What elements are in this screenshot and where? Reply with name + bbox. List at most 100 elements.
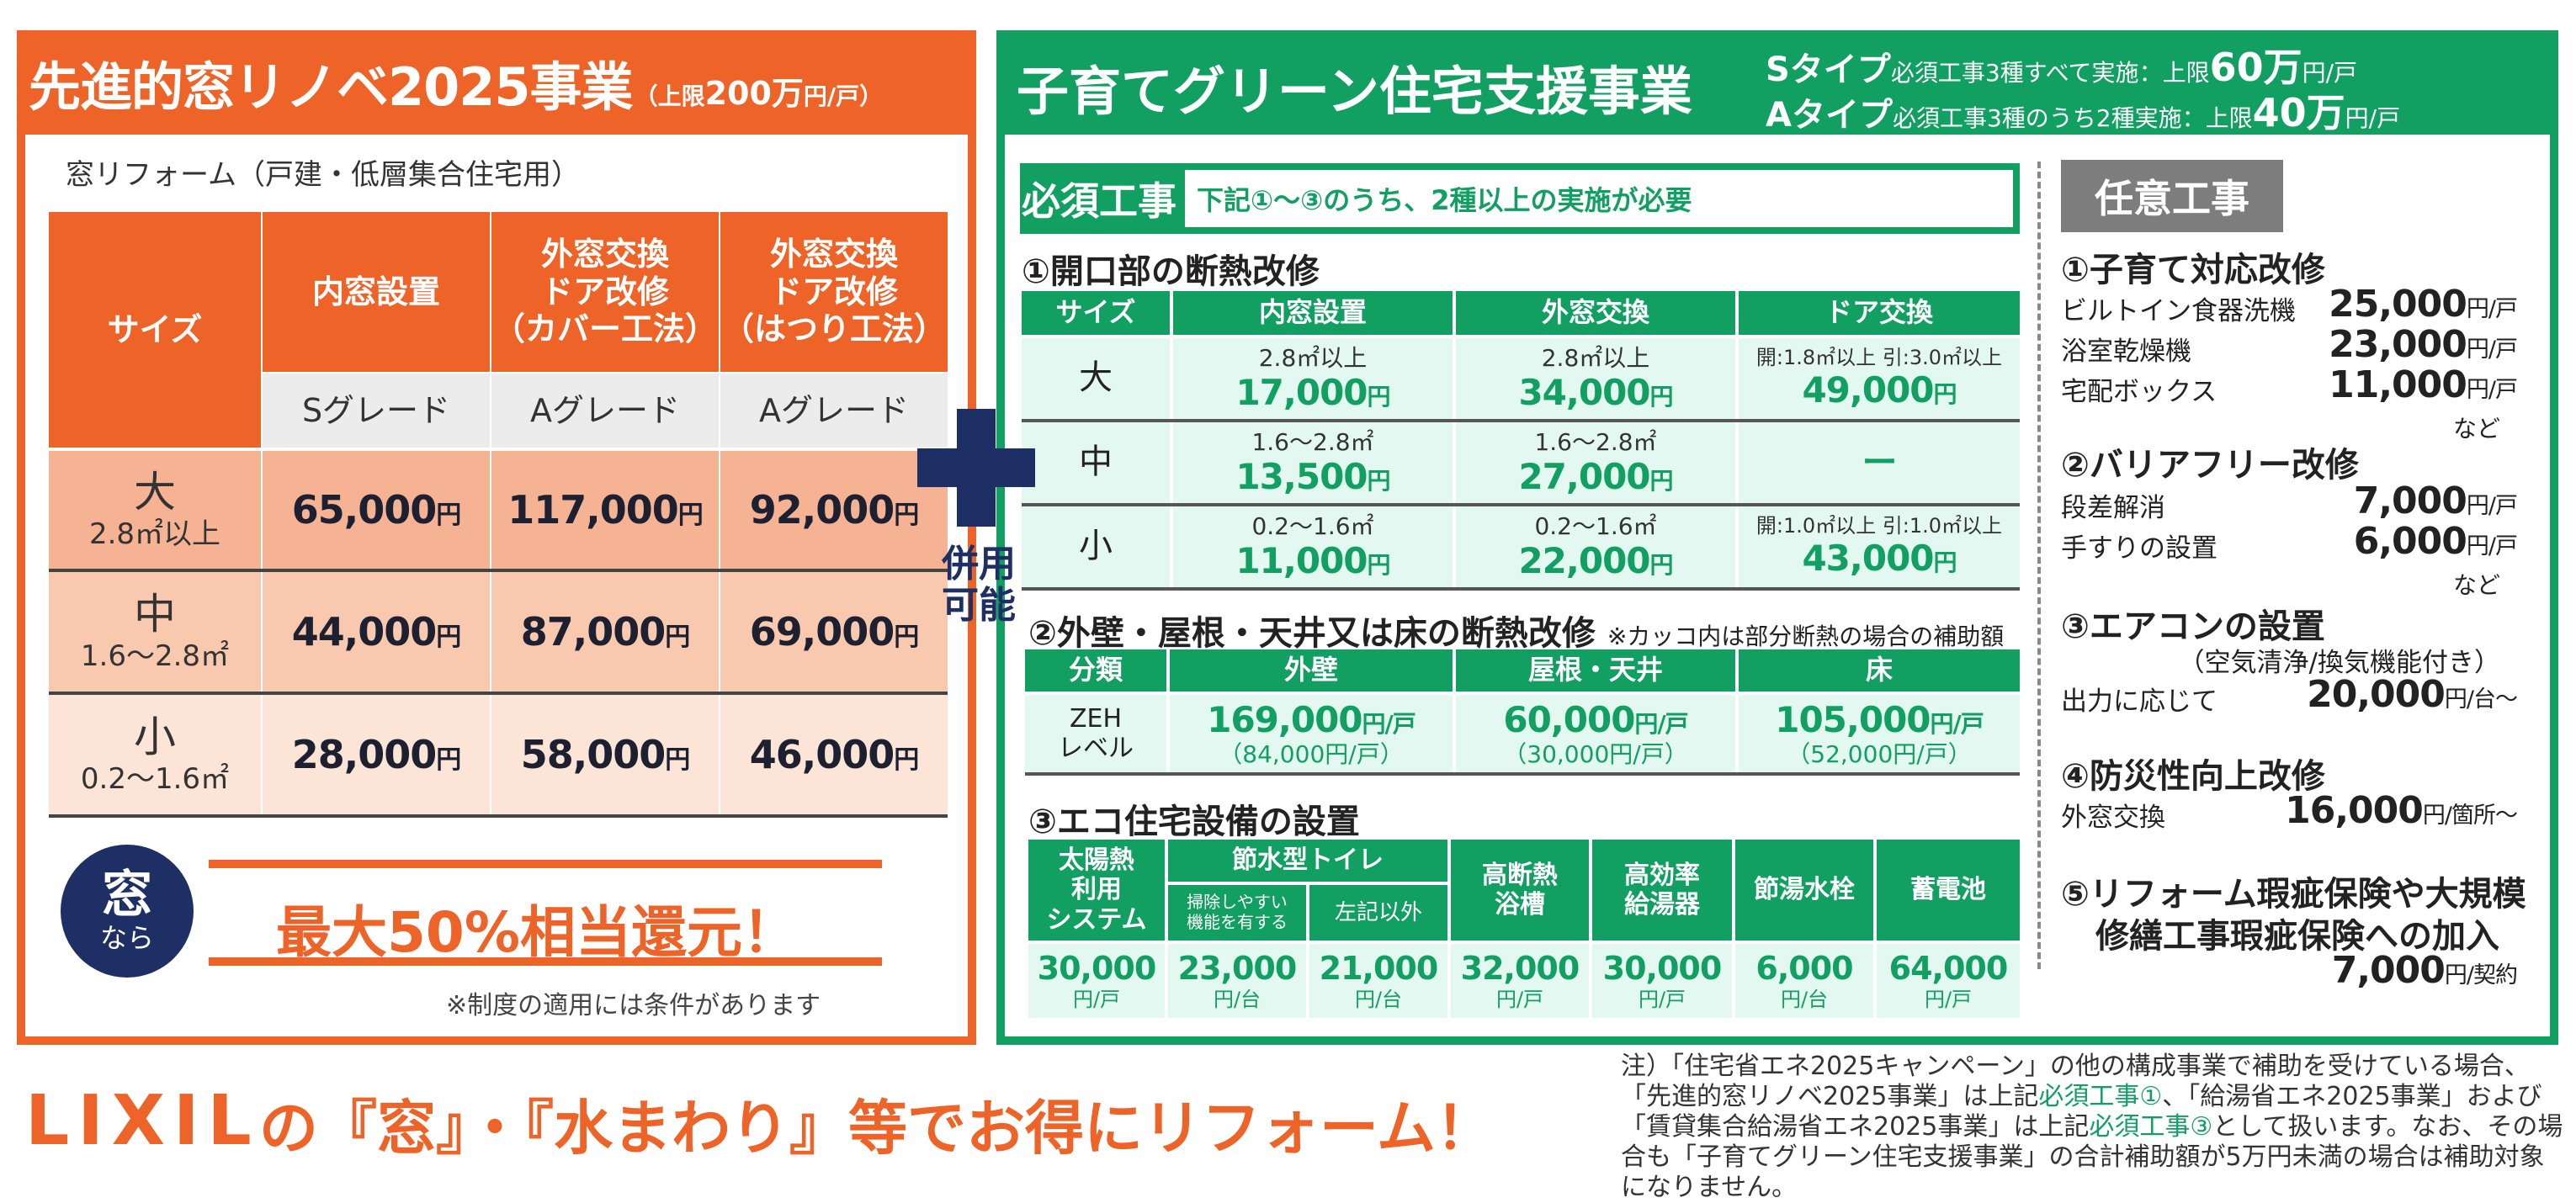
- s-type-line: Sタイプ必須工事3種すべて実施：上限60万円/戸: [1766, 37, 2357, 93]
- sec3-h-toilet-a: 掃除しやすい 機能を有する: [1168, 885, 1306, 941]
- unit-text: 円/台: [1354, 988, 1403, 1012]
- yen-unit: 円: [1649, 550, 1674, 579]
- yen-unit: 円: [1933, 549, 1957, 577]
- sec1-title: ①開口部の断熱改修: [1022, 252, 1320, 291]
- price-value: 58,000: [520, 731, 667, 777]
- value-text: 13,500: [1235, 455, 1368, 497]
- sec3-cell: 64,000 円/戸: [1877, 944, 2020, 1018]
- price-unit: 円/戸: [2466, 377, 2518, 403]
- header-cover-method: 外窓交換 ドア改修 （カバー工法）: [491, 212, 719, 372]
- price-cell: 69,000円: [720, 572, 948, 692]
- opt-item-price: 11,000円/戸: [2329, 363, 2518, 406]
- optional-divider: [2037, 162, 2041, 969]
- cat-l2: レベル: [1058, 734, 1134, 763]
- price-cell: 44,000円: [263, 572, 490, 692]
- price-value: 6,000: [2353, 520, 2467, 563]
- value-text: 22,000: [1518, 539, 1650, 581]
- h-l1: 太陽熱: [1059, 845, 1134, 875]
- sec2-cell: 169,000円/戸 （84,000円/戸）: [1170, 695, 1453, 772]
- note-part: として扱います。なお、その場合も「子育てグリーン住宅支援事業」の合計補助額が5万…: [1621, 1112, 2563, 1202]
- price-unit: 円/戸: [2466, 493, 2518, 519]
- unit-text: 円/戸: [1930, 709, 1984, 738]
- h-l1: 掃除しやすい: [1187, 892, 1288, 913]
- grade-a-2: Aグレード: [720, 374, 948, 448]
- unit-text: 円/台: [1213, 988, 1261, 1012]
- price-unit: 円/契約: [2444, 962, 2518, 988]
- value-text: 21,000: [1319, 950, 1439, 988]
- lixil-logo: LIXIL: [25, 1081, 260, 1161]
- price-unit: 円/戸: [2466, 533, 2518, 559]
- promo-text: 最大50%相当還元！: [276, 900, 798, 965]
- yen-unit: 円: [677, 500, 704, 530]
- value-text: 17,000: [1235, 371, 1368, 413]
- size-large-label: 大: [134, 468, 176, 517]
- price-unit: 円/戸: [2466, 337, 2518, 363]
- sec3-cell: 6,000 円/台: [1735, 944, 1873, 1018]
- h2-l2: ドア改修: [540, 273, 669, 310]
- h3-l3: （はつり工法）: [721, 310, 946, 348]
- note-highlight: 必須工事①: [2038, 1082, 2163, 1111]
- opt4-title: ④防災性向上改修: [2061, 757, 2325, 796]
- sec2-divider: [1025, 772, 2020, 776]
- sec3-cell: 32,000 円/戸: [1451, 944, 1589, 1018]
- condition-note: ※制度の適用には条件があります: [446, 991, 821, 1020]
- sec2-h-roof: 屋根・天井: [1456, 649, 1735, 692]
- area-text: 開:1.8㎡以上 引:3.0㎡以上: [1755, 346, 2003, 370]
- note-part: 注）「住宅省エネ2025キャンペーン」の他の構成事業で補助を受けている場合、「先…: [1621, 1052, 2530, 1111]
- header-hatsuri-method: 外窓交換 ドア改修 （はつり工法）: [720, 212, 948, 372]
- unit-text: 円/戸: [1072, 988, 1121, 1012]
- plus-icon-bar: [917, 448, 1035, 487]
- value-text: 6,000: [1755, 950, 1853, 988]
- price-cell: 58,000円: [491, 695, 719, 814]
- opt3-title: ③エアコンの設置: [2061, 607, 2325, 646]
- row-divider: [49, 814, 948, 818]
- value-text: 105,000: [1775, 698, 1931, 740]
- sec2-cat-zeh: ZEH レベル: [1025, 695, 1166, 772]
- atype-colon: ：上限: [2181, 104, 2253, 132]
- value-text: 34,000: [1518, 371, 1650, 413]
- yen-unit: 円: [1367, 550, 1391, 579]
- sec2-cell: 105,000円/戸 （52,000円/戸）: [1739, 695, 2020, 772]
- limit-pre: （上限: [634, 82, 705, 110]
- size-small: 小 0.2～1.6㎡: [49, 695, 261, 814]
- sec1-h-inner: 内窓設置: [1173, 291, 1453, 335]
- unit-text: 円/戸: [1362, 709, 1416, 738]
- area-text: 0.2～1.6㎡: [1251, 511, 1374, 540]
- area-text: 2.8㎡以上: [1541, 343, 1650, 372]
- sec1-size-small: 小: [1022, 506, 1170, 587]
- sec1-divider: [1022, 419, 2020, 422]
- combinable-l2: 可能: [942, 584, 1016, 628]
- h-l2: 浴槽: [1495, 890, 1545, 919]
- sec3-h-faucet: 節湯水栓: [1735, 840, 1873, 941]
- size-large: 大 2.8㎡以上: [49, 451, 261, 569]
- price-value: 20,000: [2307, 673, 2446, 716]
- sec1-h-outer: 外窓交換: [1456, 291, 1735, 335]
- value-text: 49,000: [1802, 369, 1934, 411]
- grade-s: Sグレード: [263, 374, 490, 448]
- price-value: 46,000: [749, 731, 895, 777]
- sec3-title: ③エコ住宅設備の設置: [1028, 803, 1360, 841]
- area-text: 開:1.0㎡以上 引:1.0㎡以上: [1755, 514, 2003, 538]
- sec1-cell: ー: [1739, 422, 2020, 503]
- sec1-cell: 1.6～2.8㎡ 13,500円: [1173, 422, 1453, 503]
- value-text: 60,000: [1503, 698, 1635, 740]
- atype-unit: 円/戸: [2345, 104, 2401, 132]
- opt-item-name: 段差解消: [2061, 493, 2165, 523]
- optional-label: 任意工事: [2061, 160, 2283, 232]
- price-value: 23,000: [2329, 323, 2467, 366]
- header-size: サイズ: [49, 212, 261, 448]
- price-unit: 円/台～: [2444, 686, 2518, 713]
- unit-text: 円/台: [1780, 988, 1829, 1012]
- sec3-cell: 21,000 円/台: [1309, 944, 1447, 1018]
- sec2-h-floor: 床: [1739, 649, 2020, 692]
- unit-text: 円/戸: [1495, 988, 1544, 1012]
- price-cell: 87,000円: [491, 572, 719, 692]
- yen-unit: 円: [894, 500, 919, 530]
- opt-item-price: 7,000円/契約: [2332, 949, 2518, 992]
- size-medium-range: 1.6～2.8㎡: [80, 639, 230, 674]
- right-title-text: 子育てグリーン住宅支援事業: [1017, 61, 1692, 122]
- price-value: 44,000: [291, 608, 438, 654]
- opt-item-name: ビルトイン食器洗機: [2061, 296, 2296, 326]
- grade-a-1: Aグレード: [491, 374, 719, 448]
- sec3-cell: 30,000 円/戸: [1028, 944, 1165, 1018]
